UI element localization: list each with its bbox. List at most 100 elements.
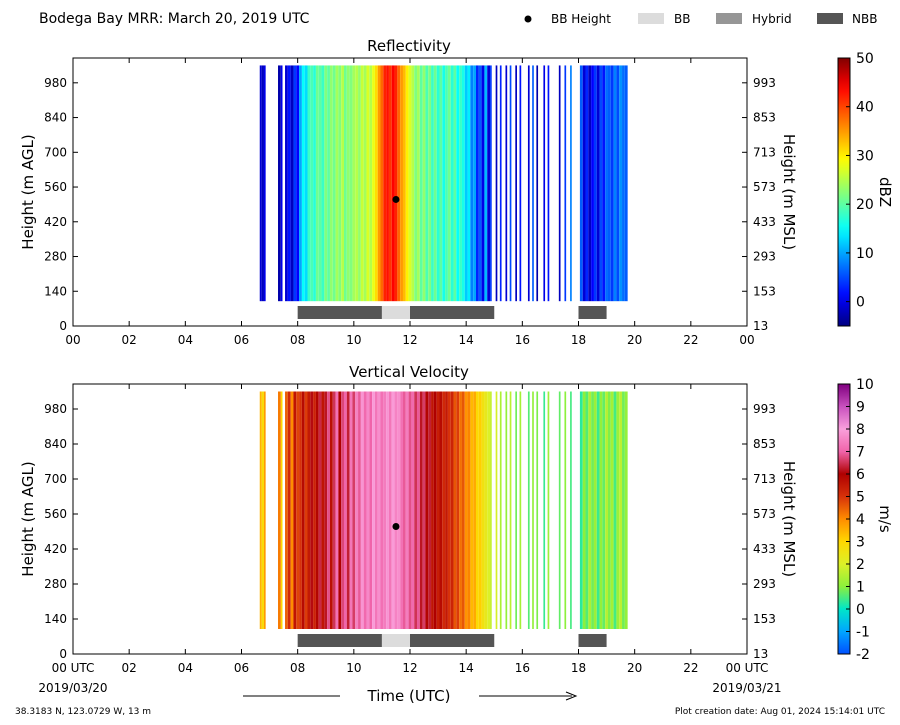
- velocity-data-column: [515, 391, 517, 629]
- reflectivity-x-tick-label: 22: [683, 333, 698, 347]
- reflectivity-data-column: [532, 65, 534, 302]
- velocity-colorbar-tick-label: 0: [856, 602, 865, 618]
- velocity-data-column: [616, 391, 620, 629]
- reflectivity-data-column: [278, 65, 281, 302]
- reflectivity-data-column: [397, 65, 401, 302]
- velocity-data-column: [425, 391, 429, 629]
- velocity-data-column: [558, 391, 561, 629]
- reflectivity-colorbar-label: dBZ: [876, 177, 894, 207]
- reflectivity-data-column: [394, 65, 398, 302]
- reflectivity-data-column: [505, 65, 508, 302]
- velocity-y-tick-label: 700: [44, 472, 67, 486]
- velocity-y-tick-label-right: 853: [753, 437, 776, 451]
- reflectivity-x-tick-label: 06: [234, 333, 249, 347]
- reflectivity-y-ticks: 0 13 140 153 280 293 420 433 560 573 700 713 840 853 9…: [44, 76, 776, 333]
- velocity-data-column: [599, 391, 603, 629]
- velocity-data-column: [442, 391, 446, 629]
- reflectivity-data-column: [447, 65, 451, 302]
- reflectivity-data-column: [478, 65, 482, 302]
- velocity-data-column: [527, 391, 530, 629]
- reflectivity-bb-segment: [578, 306, 607, 319]
- reflectivity-data-column: [383, 65, 387, 302]
- vertical-velocity-y-axis-label: Height (m AGL): [19, 461, 37, 576]
- reflectivity-data-column: [599, 65, 603, 302]
- velocity-data-column: [296, 391, 300, 629]
- velocity-x-tick-label: 16: [515, 661, 530, 675]
- velocity-data-column: [564, 391, 567, 629]
- velocity-y-tick-label: 560: [44, 507, 67, 521]
- velocity-data-column: [397, 391, 401, 629]
- velocity-data-column: [259, 391, 262, 629]
- reflectivity-data-column: [388, 65, 392, 302]
- velocity-x-tick-label: 06: [234, 661, 249, 675]
- velocity-data-column: [391, 391, 395, 629]
- reflectivity-data-column: [366, 65, 370, 302]
- velocity-x-tick-label: 18: [571, 661, 586, 675]
- velocity-data-column: [499, 391, 502, 629]
- velocity-data-column: [490, 391, 492, 629]
- reflectivity-x-tick-label: 14: [459, 333, 474, 347]
- reflectivity-data-column: [338, 65, 342, 302]
- reflectivity-data-column: [470, 65, 474, 302]
- velocity-x-tick-label: 22: [683, 661, 698, 675]
- reflectivity-data-column: [355, 65, 359, 302]
- velocity-data-column: [509, 391, 512, 629]
- velocity-data-column: [261, 391, 264, 629]
- reflectivity-bb-segment: [381, 306, 410, 319]
- reflectivity-y-axis-label: Height (m AGL): [19, 134, 37, 249]
- reflectivity-data-column: [459, 65, 462, 302]
- legend-label-hybrid: Hybrid: [752, 12, 792, 26]
- velocity-data-column: [327, 391, 330, 629]
- reflectivity-y-tick-label: 280: [44, 250, 67, 264]
- velocity-data-column: [310, 391, 314, 629]
- reflectivity-data-column: [344, 65, 347, 302]
- velocity-data-column: [290, 391, 294, 629]
- velocity-colorbar-tick-label: 9: [856, 400, 865, 416]
- velocity-data-column: [299, 391, 302, 629]
- reflectivity-y-tick-label-right: 153: [753, 284, 776, 298]
- reflectivity-data-column: [360, 65, 364, 302]
- reflectivity-y-tick-label-right: 433: [753, 215, 776, 229]
- reflectivity-data-column: [296, 65, 300, 302]
- velocity-data-column: [386, 391, 389, 629]
- velocity-colorbar-tick-label: -2: [856, 647, 870, 663]
- reflectivity-data-column: [422, 65, 426, 302]
- velocity-data-column: [293, 391, 297, 629]
- reflectivity-y-tick-label-right: 293: [753, 250, 776, 264]
- reflectivity-data-column: [335, 65, 339, 302]
- velocity-data-column: [411, 391, 415, 629]
- reflectivity-data-column: [386, 65, 389, 302]
- reflectivity-data-column: [473, 65, 476, 302]
- velocity-colorbar-tick-label: 10: [856, 377, 874, 393]
- reflectivity-x-tick-label: 20: [627, 333, 642, 347]
- vertical-velocity-title: Vertical Velocity: [349, 363, 469, 381]
- vertical-velocity-y-axis-right-label: Height (m MSL): [780, 461, 798, 577]
- velocity-data-column: [505, 391, 508, 629]
- reflectivity-colorbar-tick-label: 40: [856, 100, 874, 116]
- velocity-bb-segment: [410, 634, 495, 647]
- velocity-data-column: [307, 391, 311, 629]
- reflectivity-x-ticks: 00 02 04 06 08 10 12 14 16 18 20 22 00: [65, 58, 755, 347]
- reflectivity-data-column: [610, 65, 614, 302]
- velocity-data-column: [596, 391, 600, 629]
- reflectivity-data-column: [536, 65, 539, 302]
- velocity-data-column: [388, 391, 392, 629]
- reflectivity-bb-segment: [297, 306, 382, 319]
- velocity-data-column: [613, 391, 617, 629]
- velocity-data-column: [433, 391, 437, 629]
- reflectivity-data-column: [431, 65, 434, 302]
- velocity-data-column: [543, 391, 546, 629]
- reflectivity-data-column: [310, 65, 314, 302]
- velocity-y-tick-label: 140: [44, 612, 67, 626]
- reflectivity-data-column: [321, 65, 325, 302]
- reflectivity-data-column: [613, 65, 617, 302]
- header-legend: BB Height BB Hybrid NBB: [524, 12, 877, 26]
- reflectivity-data-column: [352, 65, 356, 302]
- velocity-data-column: [315, 391, 319, 629]
- reflectivity-data-column: [481, 65, 485, 302]
- velocity-y-tick-label: 0: [59, 647, 67, 661]
- velocity-y-tick-label-right: 573: [753, 507, 776, 521]
- legend-label-nbb: NBB: [852, 12, 877, 26]
- reflectivity-data-column: [349, 65, 353, 302]
- velocity-y-tick-label-right: 713: [753, 472, 776, 486]
